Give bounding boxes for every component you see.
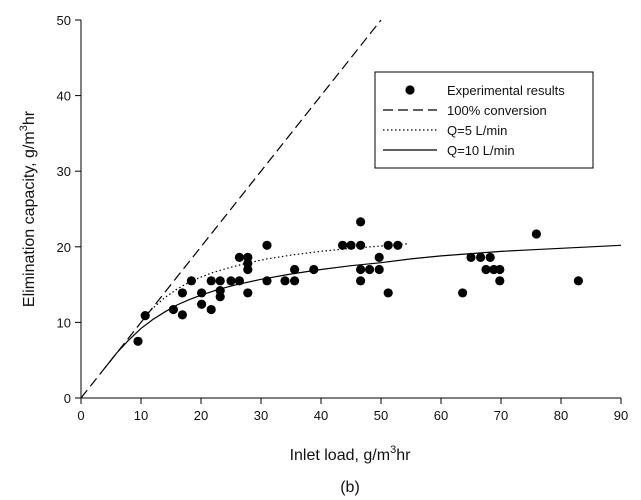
data-point <box>206 304 216 315</box>
data-point <box>186 276 196 286</box>
data-point <box>365 264 375 275</box>
data-point <box>168 304 178 315</box>
series-line-1 <box>81 20 382 398</box>
data-point <box>495 276 505 286</box>
data-point <box>495 264 505 275</box>
data-point <box>383 240 393 250</box>
legend-label: Q=10 L/min <box>447 143 515 158</box>
x-tick-label: 10 <box>134 408 148 423</box>
data-point <box>356 240 366 250</box>
data-point <box>338 240 348 250</box>
y-tick-label: 10 <box>57 315 71 330</box>
panel-label: (b) <box>340 479 360 496</box>
legend-label: 100% conversion <box>447 103 547 118</box>
y-tick-label: 40 <box>57 89 71 104</box>
data-point <box>215 276 225 286</box>
x-tick-label: 50 <box>374 408 388 423</box>
x-tick-label: 40 <box>314 408 328 423</box>
data-point <box>531 229 542 239</box>
data-point <box>133 336 143 346</box>
x-axis-title: Inlet load, g/m3hr <box>290 444 412 464</box>
data-point <box>481 264 491 275</box>
data-point <box>234 252 244 262</box>
data-point <box>485 252 495 262</box>
data-point <box>197 299 207 309</box>
data-point <box>262 240 272 250</box>
data-point <box>476 252 486 262</box>
data-point <box>458 288 468 298</box>
data-point <box>393 240 403 250</box>
data-point <box>573 276 584 286</box>
labels-layer: Inlet load, g/m3hr Elimination capacity,… <box>18 110 411 496</box>
data-point <box>177 310 187 320</box>
data-point <box>374 252 384 262</box>
x-tick-label: 90 <box>614 408 628 423</box>
legend-marker <box>405 85 415 95</box>
data-point <box>356 276 366 286</box>
data-point <box>356 264 366 275</box>
x-tick-label: 20 <box>194 408 208 423</box>
data-point <box>206 276 216 286</box>
x-tick-label: 70 <box>494 408 508 423</box>
y-tick-label: 20 <box>57 240 71 255</box>
x-tick-label: 0 <box>77 408 84 423</box>
series-line-2 <box>144 243 409 317</box>
data-point <box>226 276 236 286</box>
x-tick-label: 80 <box>554 408 568 423</box>
data-point <box>243 288 253 298</box>
data-point <box>290 276 300 286</box>
data-point <box>177 288 187 298</box>
data-point <box>280 276 290 286</box>
series-layer <box>81 20 621 398</box>
data-point <box>290 264 300 275</box>
data-point <box>309 264 319 275</box>
x-tick-label: 30 <box>254 408 268 423</box>
legend-label: Q=5 L/min <box>447 123 507 138</box>
data-point <box>374 264 384 275</box>
data-point <box>243 252 253 262</box>
axes-layer: 0 10 20 30 40 50 60 70 80 90 0 10 20 30 40 50 <box>57 13 629 423</box>
y-tick-label: 50 <box>57 13 71 28</box>
y-tick-label: 0 <box>64 391 71 406</box>
data-point <box>356 217 366 227</box>
x-tick-label: 60 <box>434 408 448 423</box>
legend: Experimental results 100% conversion Q=5 L… <box>374 71 594 169</box>
y-tick-label: 30 <box>57 164 71 179</box>
data-point <box>383 288 393 298</box>
y-axis-title: Elimination capacity, g/m3hr <box>18 110 38 307</box>
series-line-3 <box>104 244 621 369</box>
legend-label: Experimental results <box>447 83 565 98</box>
data-point <box>466 252 476 262</box>
data-point <box>346 240 356 250</box>
